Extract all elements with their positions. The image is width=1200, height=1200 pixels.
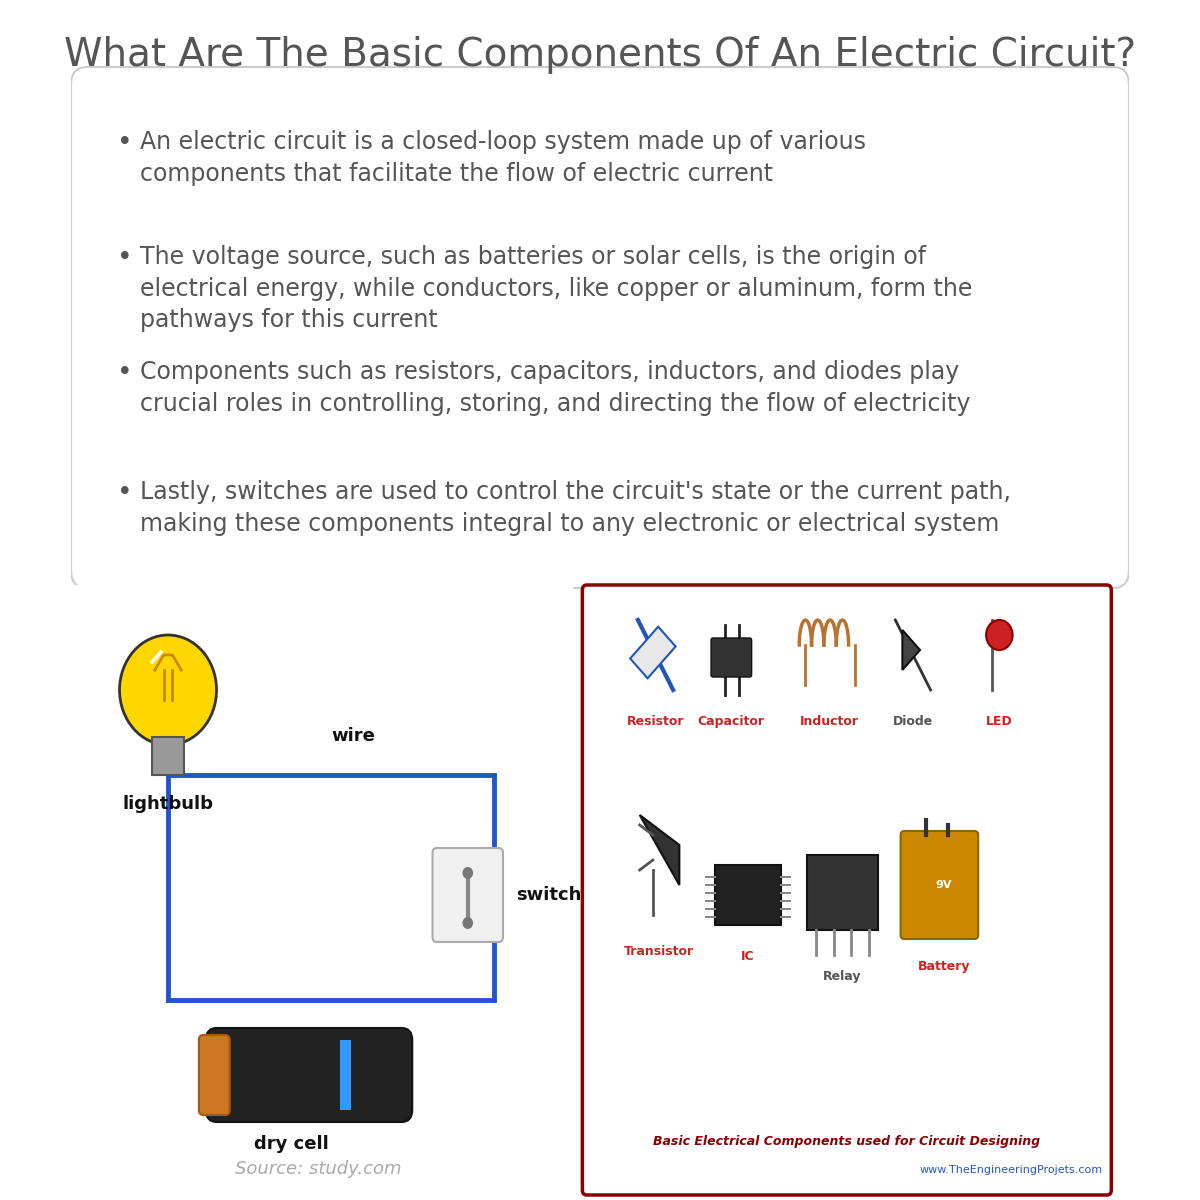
Text: Transistor: Transistor bbox=[624, 946, 694, 958]
Bar bbox=[340, 1040, 350, 1110]
Text: Lastly, switches are used to control the circuit's state or the current path,
ma: Lastly, switches are used to control the… bbox=[140, 480, 1010, 535]
Text: Battery: Battery bbox=[918, 960, 970, 973]
Text: lightbulb: lightbulb bbox=[122, 794, 214, 814]
Text: •: • bbox=[116, 245, 132, 271]
Text: Basic Electrical Components used for Circuit Designing: Basic Electrical Components used for Cir… bbox=[653, 1135, 1040, 1148]
Text: •: • bbox=[116, 360, 132, 386]
Text: switch: switch bbox=[516, 886, 582, 904]
Circle shape bbox=[986, 620, 1013, 650]
Text: The voltage source, such as batteries or solar cells, is the origin of
electrica: The voltage source, such as batteries or… bbox=[140, 245, 972, 332]
Text: Source: study.com: Source: study.com bbox=[235, 1160, 401, 1178]
Text: •: • bbox=[116, 130, 132, 156]
Text: wire: wire bbox=[331, 727, 376, 745]
Text: •: • bbox=[116, 480, 132, 506]
FancyBboxPatch shape bbox=[432, 848, 503, 942]
FancyBboxPatch shape bbox=[206, 1028, 413, 1122]
Text: 9V: 9V bbox=[936, 880, 952, 890]
Text: Resistor: Resistor bbox=[626, 715, 684, 728]
Text: Capacitor: Capacitor bbox=[697, 715, 764, 728]
Text: An electric circuit is a closed-loop system made up of various
components that f: An electric circuit is a closed-loop sys… bbox=[140, 130, 866, 186]
Text: Components such as resistors, capacitors, inductors, and diodes play
crucial rol: Components such as resistors, capacitors… bbox=[140, 360, 971, 415]
Text: dry cell: dry cell bbox=[254, 1135, 329, 1153]
Circle shape bbox=[462, 917, 473, 929]
FancyBboxPatch shape bbox=[901, 830, 978, 938]
Polygon shape bbox=[902, 630, 920, 670]
Text: LED: LED bbox=[986, 715, 1013, 728]
FancyBboxPatch shape bbox=[71, 67, 1129, 588]
Circle shape bbox=[462, 866, 473, 878]
Text: Inductor: Inductor bbox=[799, 715, 859, 728]
Circle shape bbox=[120, 635, 216, 745]
Bar bbox=[152, 737, 184, 775]
Text: Diode: Diode bbox=[893, 715, 934, 728]
Bar bbox=[630, 626, 676, 678]
Bar bbox=[715, 865, 781, 925]
Text: www.TheEngineeringProjets.com: www.TheEngineeringProjets.com bbox=[919, 1165, 1103, 1175]
Text: What Are The Basic Components Of An Electric Circuit?: What Are The Basic Components Of An Elec… bbox=[64, 36, 1136, 74]
Text: Relay: Relay bbox=[823, 970, 862, 983]
FancyBboxPatch shape bbox=[71, 584, 574, 1195]
FancyBboxPatch shape bbox=[199, 1034, 229, 1115]
Bar bbox=[808, 854, 877, 930]
FancyBboxPatch shape bbox=[712, 638, 751, 677]
Polygon shape bbox=[640, 815, 679, 884]
FancyBboxPatch shape bbox=[582, 584, 1111, 1195]
Text: IC: IC bbox=[742, 950, 755, 962]
